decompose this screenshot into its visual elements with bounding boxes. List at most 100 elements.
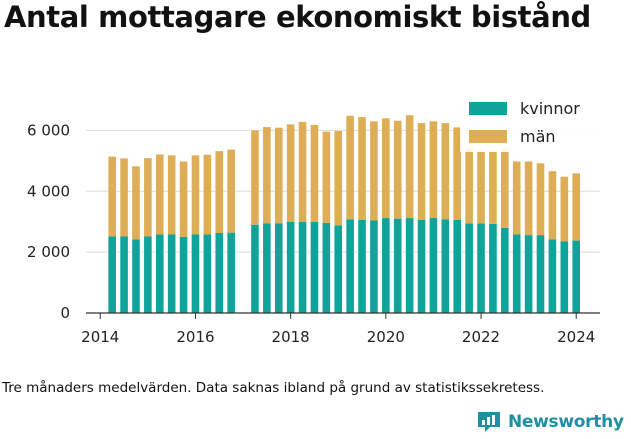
bar-kvinnor (512, 234, 521, 313)
bar-man (548, 171, 557, 240)
bar-kvinnor (286, 221, 295, 313)
bar-kvinnor (465, 223, 473, 313)
x-tick-label: 2014 (81, 328, 119, 346)
bar-man (405, 115, 414, 219)
x-tick-label: 2016 (176, 328, 214, 346)
bar-kvinnor (227, 232, 235, 313)
bar-man (465, 147, 473, 224)
bar-kvinnor (144, 236, 152, 313)
bar-kvinnor (572, 240, 581, 313)
x-tick-label: 2020 (367, 328, 405, 346)
bar-man (441, 123, 450, 220)
bar-kvinnor (536, 235, 545, 313)
bar-kvinnor (298, 221, 307, 313)
bar-man (263, 127, 271, 224)
bar-man (191, 155, 200, 235)
bar-kvinnor (346, 219, 354, 313)
bar-man (298, 121, 307, 222)
bar-kvinnor (310, 221, 319, 313)
y-tick-label: 4 000 (27, 182, 70, 200)
bar-series (108, 115, 581, 313)
bar-kvinnor (251, 224, 259, 313)
legend-swatch (469, 130, 507, 143)
bar-man (108, 156, 116, 237)
bar-kvinnor (417, 219, 426, 313)
chart-title: Antal mottagare ekonomiskt bistånd (4, 0, 591, 34)
bar-man (477, 150, 485, 224)
bar-kvinnor (405, 218, 414, 313)
bar-man (132, 166, 140, 240)
x-axis: 2014 2016 2018 2020 2022 2024 (81, 312, 600, 346)
bar-man (453, 127, 462, 220)
x-tick-label: 2022 (462, 328, 500, 346)
newsworthy-brand: Newsworthy (476, 408, 624, 436)
newsworthy-logo-icon (478, 412, 500, 432)
bar-man (358, 117, 366, 220)
chart-caption: Tre månaders medelvärden. Data saknas ib… (2, 380, 545, 396)
bar-man (203, 154, 212, 235)
y-tick-label: 6 000 (27, 121, 70, 139)
bar-kvinnor (524, 235, 533, 313)
bar-kvinnor (370, 220, 378, 313)
bar-man (512, 161, 521, 235)
bar-kvinnor (548, 239, 557, 313)
bar-man (417, 123, 426, 220)
x-tick-label: 2024 (557, 328, 595, 346)
bar-man (393, 120, 402, 219)
bar-man (489, 150, 497, 224)
bar-man (334, 131, 343, 226)
bar-kvinnor (274, 223, 283, 313)
bar-man (370, 121, 378, 221)
bar-man (429, 121, 438, 219)
legend: kvinnor män (460, 94, 600, 152)
bar-kvinnor (179, 236, 188, 313)
bar-kvinnor (167, 234, 176, 313)
bar-kvinnor (429, 218, 438, 313)
bar-kvinnor (489, 223, 497, 313)
bar-man (179, 161, 188, 237)
bar-kvinnor (358, 219, 366, 313)
bar-man (310, 124, 319, 222)
y-tick-label: 0 (60, 304, 70, 322)
bar-kvinnor (382, 218, 390, 313)
bar-man (251, 130, 259, 225)
bar-man (155, 154, 164, 235)
y-tick-label: 2 000 (27, 243, 70, 261)
bar-kvinnor (441, 219, 450, 313)
y-axis: 0 2 000 4 000 6 000 (27, 121, 70, 322)
bar-kvinnor (501, 227, 509, 313)
bar-kvinnor (108, 236, 116, 313)
x-tick-label: 2018 (272, 328, 310, 346)
legend-swatch (469, 102, 507, 115)
legend-label: kvinnor (520, 99, 580, 118)
bar-man (227, 149, 235, 233)
stacked-bar-chart: 2014 2016 2018 2020 2022 2024 0 2 000 4 000 6 00… (27, 94, 600, 346)
bar-man (501, 148, 509, 228)
bar-kvinnor (334, 225, 343, 313)
bar-kvinnor (477, 223, 485, 313)
brand-name: Newsworthy (508, 412, 624, 432)
bar-man (382, 118, 390, 219)
bar-kvinnor (155, 234, 164, 313)
bar-kvinnor (453, 219, 462, 313)
bar-man (322, 131, 331, 223)
bar-man (215, 151, 224, 233)
bar-kvinnor (191, 234, 200, 313)
bar-man (346, 115, 354, 220)
bar-man (120, 158, 128, 237)
bar-man (144, 158, 152, 237)
bar-man (572, 173, 581, 241)
bar-man (524, 161, 533, 236)
legend-label: män (520, 127, 556, 146)
bar-man (274, 127, 283, 224)
bar-kvinnor (215, 232, 224, 313)
bar-kvinnor (203, 234, 212, 313)
bar-man (560, 176, 569, 242)
bar-man (536, 163, 545, 236)
bar-kvinnor (120, 236, 128, 313)
bar-kvinnor (132, 239, 140, 313)
bar-kvinnor (263, 223, 271, 313)
bar-man (167, 155, 176, 235)
bar-man (286, 124, 295, 222)
bar-kvinnor (322, 222, 331, 313)
